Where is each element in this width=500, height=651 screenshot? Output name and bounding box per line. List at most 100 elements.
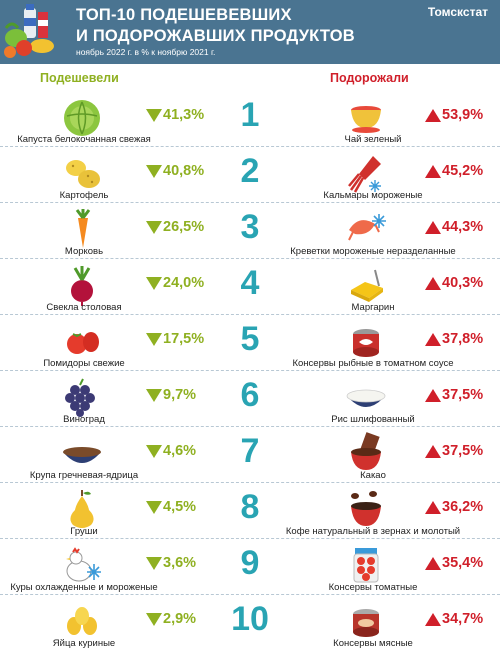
cheaper-product-name: Яйца куриные: [52, 638, 116, 649]
pricier-percent: 37,8%: [442, 331, 484, 347]
pricier-product-name: Консервы рыбные в томатном соусе: [292, 358, 454, 369]
tomato-icon: [61, 320, 103, 362]
pricier-percent: 40,3%: [442, 275, 484, 291]
down-arrow-icon: [146, 109, 162, 122]
cheaper-percent: 3,6%: [163, 555, 197, 571]
pricier-product-name: Консервы томатные: [328, 582, 418, 593]
pricier-product-name: Кальмары мороженые: [323, 190, 423, 201]
ranking-row: 4,6% Крупа гречневая-ядрица 7 37,5% Какао: [0, 426, 500, 482]
subtitle: ноябрь 2022 г. в % к ноябрю 2021 г.: [76, 47, 216, 57]
pricier-product-name: Какао: [360, 470, 386, 481]
up-arrow-icon: [425, 333, 441, 346]
ranking-row: 4,5% Груши 8 36,2% Кофе натуральный в зернах…: [0, 482, 500, 538]
beet-icon: [61, 264, 103, 306]
tomato-jar-icon: [345, 544, 387, 586]
cheaper-percent: 40,8%: [163, 163, 205, 179]
pricier-percent: 44,3%: [442, 219, 484, 235]
pricier-product-name: Чай зеленый: [344, 134, 402, 145]
cheaper-percent: 26,5%: [163, 219, 205, 235]
up-arrow-icon: [425, 389, 441, 402]
down-arrow-icon: [146, 501, 162, 514]
carrot-icon: [61, 208, 103, 250]
grocery-illustration-icon: [2, 2, 62, 62]
ranking-row: 24,0% Свекла столовая 4 40,3% Маргарин: [0, 258, 500, 314]
potato-icon: [61, 152, 103, 194]
rank-number: 4: [240, 264, 260, 302]
row-divider: [0, 426, 500, 427]
up-arrow-icon: [425, 445, 441, 458]
pricier-product-name: Кофе натуральный в зернах и молотый: [285, 526, 461, 537]
pricier-column-title: Подорожали: [330, 71, 409, 85]
meat-can-icon: [345, 600, 387, 642]
source-label: Томскстат: [427, 5, 488, 19]
cheaper-column-title: Подешевели: [40, 71, 119, 85]
cheaper-percent: 41,3%: [163, 107, 205, 123]
eggs-icon: [61, 600, 103, 642]
cabbage-icon: [61, 96, 103, 138]
row-divider: [0, 482, 500, 483]
cheaper-product-name: Виноград: [63, 414, 105, 425]
cheaper-product-name: Картофель: [59, 190, 109, 201]
down-arrow-icon: [146, 165, 162, 178]
cheaper-product-name: Крупа гречневая-ядрица: [29, 470, 139, 481]
pricier-product-name: Консервы мясные: [333, 638, 413, 649]
header-banner: ТОП-10 ПОДЕШЕВЕВШИХ И ПОДОРОЖАВШИХ ПРОДУ…: [0, 0, 500, 64]
down-arrow-icon: [146, 557, 162, 570]
cheaper-percent: 9,7%: [163, 387, 197, 403]
up-arrow-icon: [425, 501, 441, 514]
ranking-row: 26,5% Морковь 3 44,3% Креветки мороженые нер…: [0, 202, 500, 258]
pricier-percent: 53,9%: [442, 107, 484, 123]
down-arrow-icon: [146, 445, 162, 458]
pricier-percent: 36,2%: [442, 499, 484, 515]
cheaper-product-name: Помидоры свежие: [43, 358, 125, 369]
down-arrow-icon: [146, 221, 162, 234]
page-title: ТОП-10 ПОДЕШЕВЕВШИХ И ПОДОРОЖАВШИХ ПРОДУ…: [76, 5, 355, 47]
ranking-row: 41,3% Капуста белокочанная свежая 1 53,9% Ча…: [0, 90, 500, 146]
ranking-row: 9,7% Виноград 6 37,5% Рис шлифованный: [0, 370, 500, 426]
coffee-icon: [345, 488, 387, 530]
cheaper-percent: 4,5%: [163, 499, 197, 515]
ranking-row: 3,6% Куры охлажденные и мороженые 9 35,4% Ко…: [0, 538, 500, 594]
down-arrow-icon: [146, 277, 162, 290]
row-divider: [0, 146, 500, 147]
rank-number: 3: [240, 208, 260, 246]
cheaper-product-name: Груши: [70, 526, 98, 537]
row-divider: [0, 370, 500, 371]
down-arrow-icon: [146, 389, 162, 402]
pear-icon: [61, 488, 103, 530]
pricier-percent: 45,2%: [442, 163, 484, 179]
margarine-icon: [345, 264, 387, 306]
row-divider: [0, 314, 500, 315]
ranking-row: 40,8% Картофель 2 45,2% Кальмары мороженые: [0, 146, 500, 202]
cheaper-product-name: Капуста белокочанная свежая: [17, 134, 151, 145]
row-divider: [0, 538, 500, 539]
cheaper-percent: 2,9%: [163, 611, 197, 627]
rice-bowl-icon: [345, 376, 387, 418]
rank-number: 7: [240, 432, 260, 470]
chicken-icon: [61, 544, 103, 586]
pricier-product-name: Рис шлифованный: [331, 414, 415, 425]
pricier-percent: 37,5%: [442, 387, 484, 403]
up-arrow-icon: [425, 613, 441, 626]
fish-can-icon: [345, 320, 387, 362]
rank-number: 5: [240, 320, 260, 358]
up-arrow-icon: [425, 277, 441, 290]
up-arrow-icon: [425, 557, 441, 570]
rank-number: 6: [240, 376, 260, 414]
rank-number: 2: [240, 152, 260, 190]
ranking-row: 2,9% Яйца куриные 10 34,7% Консервы мясные: [0, 594, 500, 650]
pricier-percent: 34,7%: [442, 611, 484, 627]
rank-number: 10: [231, 600, 269, 638]
tea-cup-icon: [345, 96, 387, 138]
rank-number: 1: [240, 96, 260, 134]
row-divider: [0, 258, 500, 259]
up-arrow-icon: [425, 109, 441, 122]
pricier-percent: 35,4%: [442, 555, 484, 571]
row-divider: [0, 594, 500, 595]
grapes-icon: [61, 376, 103, 418]
ranking-row: 17,5% Помидоры свежие 5 37,8% Консервы рыбны…: [0, 314, 500, 370]
up-arrow-icon: [425, 221, 441, 234]
pricier-product-name: Маргарин: [351, 302, 395, 313]
cheaper-product-name: Куры охлажденные и мороженые: [10, 582, 158, 593]
pricier-percent: 37,5%: [442, 443, 484, 459]
